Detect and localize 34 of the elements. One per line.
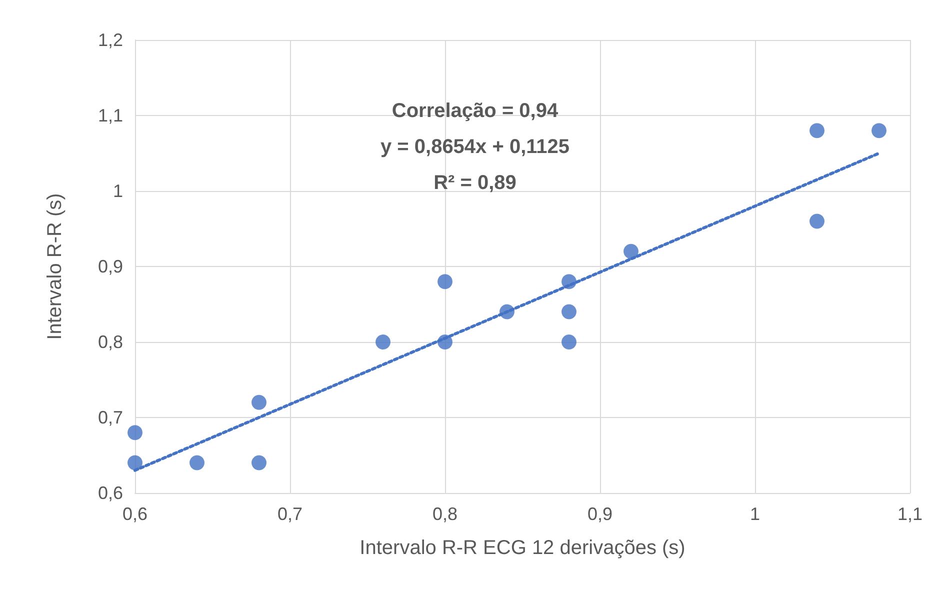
y-tick-label: 0,6: [98, 483, 123, 503]
y-axis-title: Intervalo R-R (s): [44, 193, 66, 340]
point: [438, 334, 452, 350]
point: [128, 425, 142, 440]
x-tick-label: 0,8: [432, 504, 458, 524]
point: [252, 455, 266, 470]
point: [624, 244, 638, 259]
point: [190, 455, 204, 470]
point: [562, 304, 576, 320]
x-tick-label: 0,9: [587, 504, 613, 524]
point: [438, 274, 452, 290]
x-axis-title: Intervalo R-R ECG 12 derivações (s): [360, 537, 686, 559]
point: [562, 274, 576, 290]
point: [376, 334, 390, 350]
y-tick-label: 0,9: [98, 256, 123, 276]
point: [562, 334, 576, 350]
x-tick-label: 1: [750, 504, 760, 524]
x-tick-label: 0,6: [122, 504, 148, 524]
annotation: Correlação = 0,94: [392, 100, 559, 122]
point: [872, 123, 886, 138]
annotation: y = 0,8654x + 0,1125: [380, 136, 570, 158]
x-tick-label: 1,1: [897, 504, 923, 524]
y-tick-label: 1: [112, 181, 123, 201]
y-tick-label: 0,7: [98, 408, 123, 428]
x-tick-label: 0,7: [277, 504, 303, 524]
point: [252, 394, 266, 410]
annotation: R² = 0,89: [434, 172, 516, 194]
point: [810, 214, 824, 229]
y-tick-label: 0,8: [98, 332, 123, 352]
y-tick-label: 1,1: [98, 106, 123, 126]
point: [810, 123, 824, 138]
point: [128, 455, 142, 470]
point: [500, 304, 514, 320]
y-tick-label: 1,2: [98, 30, 123, 50]
